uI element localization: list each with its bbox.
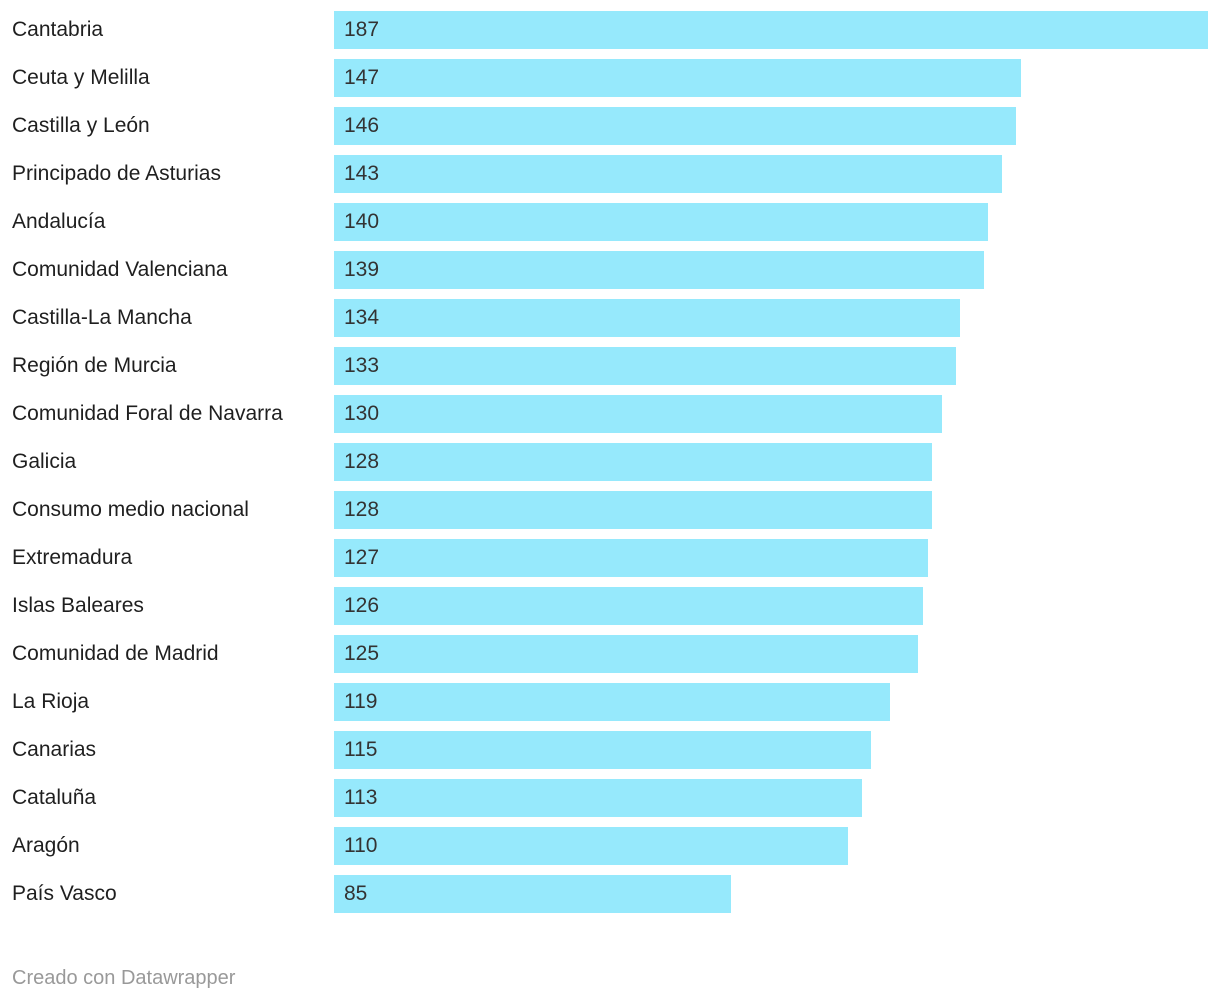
bar-row: Islas Baleares 126 bbox=[0, 587, 1220, 635]
bar: 126 bbox=[334, 587, 923, 625]
value-label: 139 bbox=[344, 258, 380, 281]
bar-track: 140 bbox=[334, 203, 1208, 241]
category-label: La Rioja bbox=[12, 690, 90, 713]
bar: 113 bbox=[334, 779, 863, 817]
bar-row: Región de Murcia 133 bbox=[0, 347, 1220, 395]
bar-track: 146 bbox=[334, 107, 1208, 145]
bar-track: 113 bbox=[334, 779, 1208, 817]
bar-row: País Vasco 85 bbox=[0, 875, 1220, 923]
bar-track: 125 bbox=[334, 635, 1208, 673]
bar-row: Comunidad Foral de Navarra 130 bbox=[0, 395, 1220, 443]
bar: 147 bbox=[334, 59, 1022, 97]
category-label: Comunidad Foral de Navarra bbox=[12, 402, 283, 425]
category-label: Castilla y León bbox=[12, 114, 150, 137]
value-label: 128 bbox=[344, 498, 380, 521]
category-label: Comunidad Valenciana bbox=[12, 258, 228, 281]
bar: 130 bbox=[334, 395, 942, 433]
bar-track: 85 bbox=[334, 875, 1208, 913]
bar: 140 bbox=[334, 203, 989, 241]
bar: 85 bbox=[334, 875, 732, 913]
bar: 146 bbox=[334, 107, 1017, 145]
bar-row: Castilla-La Mancha 134 bbox=[0, 299, 1220, 347]
bar-row: Principado de Asturias 143 bbox=[0, 155, 1220, 203]
bar-track: 126 bbox=[334, 587, 1208, 625]
bar-row: Castilla y León 146 bbox=[0, 107, 1220, 155]
category-label: Aragón bbox=[12, 834, 80, 857]
bar-row: Cantabria 187 bbox=[0, 11, 1220, 59]
bar: 119 bbox=[334, 683, 891, 721]
bar: 115 bbox=[334, 731, 872, 769]
bar-track: 134 bbox=[334, 299, 1208, 337]
value-label: 147 bbox=[344, 66, 380, 89]
category-label: Región de Murcia bbox=[12, 354, 177, 377]
bar-row: Canarias 115 bbox=[0, 731, 1220, 779]
datawrapper-attribution-link[interactable]: Creado con Datawrapper bbox=[12, 967, 236, 989]
bar-track: 139 bbox=[334, 251, 1208, 289]
bar-track: 110 bbox=[334, 827, 1208, 865]
category-label: Comunidad de Madrid bbox=[12, 642, 219, 665]
bar-row: Comunidad Valenciana 139 bbox=[0, 251, 1220, 299]
bar: 128 bbox=[334, 443, 933, 481]
value-label: 140 bbox=[344, 210, 380, 233]
category-label: Cantabria bbox=[12, 18, 104, 41]
category-label: Galicia bbox=[12, 450, 77, 473]
category-label: Cataluña bbox=[12, 786, 97, 809]
value-label: 85 bbox=[344, 882, 368, 905]
category-label: Canarias bbox=[12, 738, 97, 761]
bar-track: 115 bbox=[334, 731, 1208, 769]
bar: 110 bbox=[334, 827, 849, 865]
bar-track: 128 bbox=[334, 491, 1208, 529]
bar-row: Ceuta y Melilla 147 bbox=[0, 59, 1220, 107]
bar: 127 bbox=[334, 539, 928, 577]
category-label: Islas Baleares bbox=[12, 594, 144, 617]
bar: 187 bbox=[334, 11, 1208, 49]
value-label: 119 bbox=[344, 690, 378, 713]
bar-rows: Cantabria 187 Ceuta y Melilla 147 Castilla y… bbox=[0, 11, 1220, 923]
category-label: Andalucía bbox=[12, 210, 106, 233]
category-label: Principado de Asturias bbox=[12, 162, 221, 185]
category-label: Consumo medio nacional bbox=[12, 498, 249, 521]
value-label: 146 bbox=[344, 114, 380, 137]
bar-row: La Rioja 119 bbox=[0, 683, 1220, 731]
bar: 139 bbox=[334, 251, 984, 289]
bar-row: Galicia 128 bbox=[0, 443, 1220, 491]
value-label: 113 bbox=[344, 786, 378, 809]
bar-row: Comunidad de Madrid 125 bbox=[0, 635, 1220, 683]
bar: 133 bbox=[334, 347, 956, 385]
value-label: 134 bbox=[344, 306, 380, 329]
bar-track: 133 bbox=[334, 347, 1208, 385]
bar-track: 147 bbox=[334, 59, 1208, 97]
value-label: 125 bbox=[344, 642, 380, 665]
category-label: País Vasco bbox=[12, 882, 117, 905]
value-label: 110 bbox=[344, 834, 378, 857]
value-label: 130 bbox=[344, 402, 380, 425]
bar-row: Extremadura 127 bbox=[0, 539, 1220, 587]
category-label: Castilla-La Mancha bbox=[12, 306, 192, 329]
bar: 125 bbox=[334, 635, 919, 673]
category-label: Extremadura bbox=[12, 546, 133, 569]
bar-track: 119 bbox=[334, 683, 1208, 721]
bar-track: 187 bbox=[334, 11, 1208, 49]
bar-track: 143 bbox=[334, 155, 1208, 193]
bar-row: Aragón 110 bbox=[0, 827, 1220, 875]
bar-track: 127 bbox=[334, 539, 1208, 577]
bar-row: Andalucía 140 bbox=[0, 203, 1220, 251]
value-label: 115 bbox=[344, 738, 378, 761]
value-label: 126 bbox=[344, 594, 380, 617]
value-label: 127 bbox=[344, 546, 380, 569]
bar-track: 130 bbox=[334, 395, 1208, 433]
value-label: 128 bbox=[344, 450, 380, 473]
bar-track: 128 bbox=[334, 443, 1208, 481]
bar: 128 bbox=[334, 491, 933, 529]
value-label: 133 bbox=[344, 354, 380, 377]
bar: 143 bbox=[334, 155, 1003, 193]
bar-row: Consumo medio nacional 128 bbox=[0, 491, 1220, 539]
bar: 134 bbox=[334, 299, 961, 337]
category-label: Ceuta y Melilla bbox=[12, 66, 150, 89]
value-label: 143 bbox=[344, 162, 380, 185]
value-label: 187 bbox=[344, 18, 380, 41]
bar-row: Cataluña 113 bbox=[0, 779, 1220, 827]
